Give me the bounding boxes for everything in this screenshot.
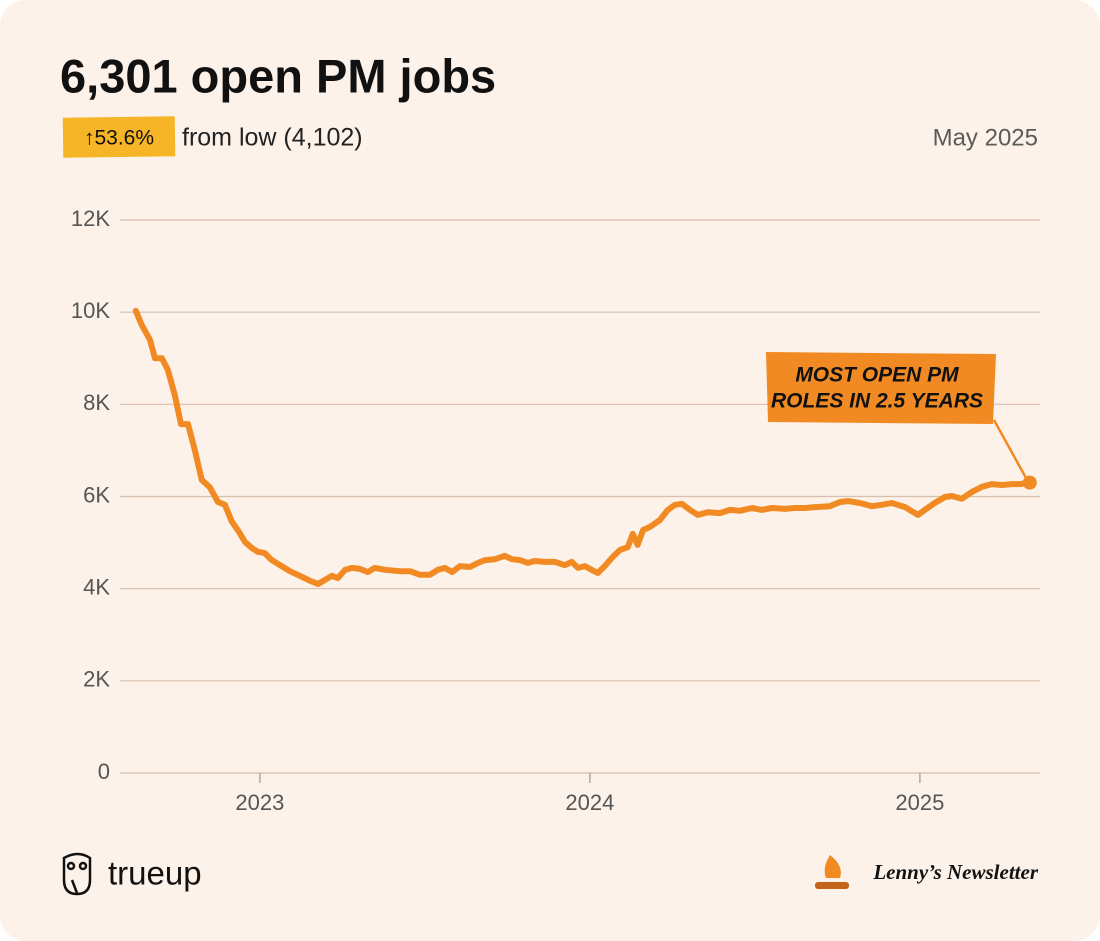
y-tick-label: 4K <box>83 574 110 599</box>
annotation-text: MOST OPEN PM <box>795 364 959 387</box>
trueup-icon <box>62 852 92 896</box>
y-tick-label: 6K <box>83 482 110 507</box>
subtitle: from low (4,102) <box>182 124 363 152</box>
date-label: May 2025 <box>933 124 1038 151</box>
annotation-text: ROLES IN 2.5 YEARS <box>771 390 983 413</box>
trueup-logo: trueup <box>108 855 202 892</box>
y-tick-label: 2K <box>83 667 110 692</box>
annotation-pointer <box>992 419 1028 479</box>
y-tick-label: 8K <box>83 390 110 415</box>
y-tick-label: 10K <box>71 298 110 323</box>
x-tick-label: 2023 <box>235 790 284 815</box>
newsletter-icon <box>815 855 849 889</box>
chart-title: 6,301 open PM jobs <box>60 49 496 102</box>
y-tick-label: 0 <box>98 759 110 784</box>
end-point <box>1022 475 1037 490</box>
x-tick-label: 2024 <box>565 790 614 815</box>
annotation-box <box>766 352 996 424</box>
change-badge: ↑53.6% <box>84 127 154 150</box>
y-tick-label: 12K <box>71 206 110 231</box>
data-line <box>132 307 1033 587</box>
plot-area: 0 2K 4K 6K 8K 10K 12K 2023 2024 2025 <box>71 206 1040 815</box>
newsletter-logo: Lenny’s Newsletter <box>872 860 1038 884</box>
change-badge-bg <box>62 116 176 158</box>
x-tick-label: 2025 <box>895 790 944 815</box>
